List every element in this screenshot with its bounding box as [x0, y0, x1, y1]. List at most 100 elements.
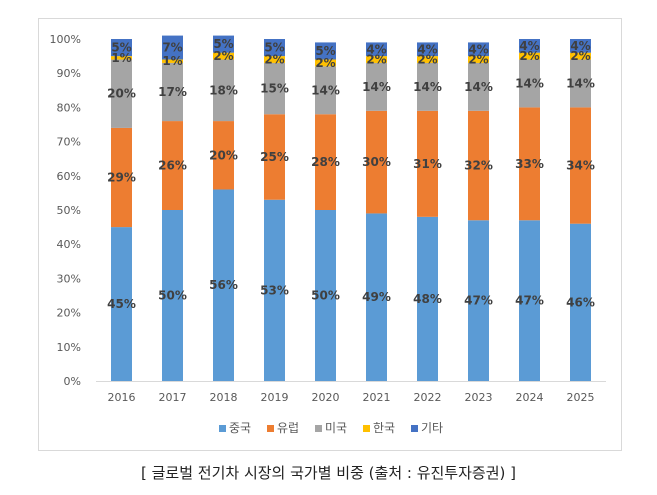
bar-segment-2020-0	[315, 210, 336, 381]
legend: 중국 유럽 미국 한국 기타	[219, 421, 443, 435]
bars	[111, 35, 591, 381]
data-label: 5%	[315, 44, 335, 58]
x-tick-label: 2019	[261, 391, 289, 404]
legend-label: 중국	[229, 421, 251, 435]
y-tick-label: 20%	[57, 307, 81, 320]
bar-segment-2021-2	[366, 62, 387, 111]
data-label: 14%	[464, 80, 493, 94]
data-label: 4%	[468, 42, 488, 56]
data-label: 4%	[417, 42, 437, 56]
bar-segment-2025-1	[570, 107, 591, 224]
y-tick-label: 10%	[57, 341, 81, 354]
bar-segment-2016-3	[111, 56, 132, 60]
y-tick-label: 60%	[57, 170, 81, 183]
data-label: 1%	[162, 54, 182, 68]
y-tick-label: 0%	[64, 375, 81, 388]
bar-segment-2024-4	[519, 39, 540, 53]
data-label: 5%	[213, 37, 233, 51]
data-label: 53%	[260, 283, 289, 297]
y-tick-label: 70%	[57, 136, 81, 149]
bar-segment-2021-1	[366, 110, 387, 214]
data-label: 7%	[162, 41, 182, 55]
y-tick-label: 80%	[57, 101, 81, 114]
y-axis: 0% 10% 20% 30% 40% 50% 60% 70% 80% 90% 100%	[50, 33, 81, 388]
data-label: 50%	[311, 289, 340, 303]
bar-segment-2022-3	[417, 56, 438, 63]
data-label: 14%	[311, 83, 340, 97]
data-label: 4%	[519, 39, 539, 53]
bar-segment-2022-1	[417, 110, 438, 217]
bar-segment-2024-0	[519, 220, 540, 381]
x-axis: 2016 2017 2018 2019 2020 2021 2022 2023 2024 2025	[96, 381, 606, 404]
data-label: 5%	[264, 41, 284, 55]
data-labels: 45%29%20%1%5%50%26%17%1%7%56%20%18%2%5%5…	[107, 37, 595, 311]
bar-segment-2021-3	[366, 56, 387, 63]
bar-segment-2024-2	[519, 59, 540, 108]
data-label: 2%	[468, 53, 488, 67]
x-tick-label: 2023	[465, 391, 493, 404]
bar-segment-2017-4	[162, 35, 183, 60]
data-label: 56%	[209, 278, 238, 292]
data-label: 14%	[566, 76, 595, 90]
bar-segment-2020-4	[315, 42, 336, 60]
bar-segment-2025-2	[570, 59, 591, 108]
bar-segment-2019-4	[264, 39, 285, 57]
data-label: 2%	[366, 53, 386, 67]
legend-label: 유럽	[277, 421, 299, 435]
figure-caption: [ 글로벌 전기차 시장의 국가별 비중 (출처 : 유진투자증권) ]	[141, 464, 516, 482]
bar-segment-2022-2	[417, 62, 438, 111]
data-label: 28%	[311, 155, 340, 169]
data-label: 14%	[515, 76, 544, 90]
bar-segment-2016-4	[111, 39, 132, 57]
data-label: 34%	[566, 159, 595, 173]
x-tick-label: 2020	[312, 391, 340, 404]
bar-segment-2024-3	[519, 52, 540, 60]
x-tick-label: 2024	[516, 391, 544, 404]
data-label: 2%	[213, 49, 233, 63]
y-tick-label: 90%	[57, 67, 81, 80]
data-label: 2%	[570, 49, 590, 63]
data-label: 31%	[413, 157, 442, 171]
legend-swatch-0	[219, 425, 226, 432]
bar-segment-2019-1	[264, 114, 285, 200]
bar-segment-2017-2	[162, 62, 183, 122]
y-tick-label: 50%	[57, 204, 81, 217]
legend-swatch-4	[411, 425, 418, 432]
data-label: 14%	[413, 80, 442, 94]
bar-segment-2018-1	[213, 121, 234, 190]
x-tick-label: 2018	[210, 391, 238, 404]
x-tick-label: 2016	[108, 391, 136, 404]
data-label: 50%	[158, 289, 187, 303]
data-label: 15%	[260, 82, 289, 96]
data-label: 49%	[362, 290, 391, 304]
data-label: 20%	[209, 148, 238, 162]
bar-segment-2020-2	[315, 66, 336, 115]
data-label: 4%	[366, 42, 386, 56]
data-label: 32%	[464, 159, 493, 173]
data-label: 5%	[111, 41, 131, 55]
bar-segment-2018-3	[213, 52, 234, 60]
data-label: 30%	[362, 155, 391, 169]
bar-segment-2017-0	[162, 210, 183, 381]
bar-segment-2018-0	[213, 189, 234, 381]
data-label: 17%	[158, 85, 187, 99]
legend-swatch-1	[267, 425, 274, 432]
legend-label: 한국	[373, 421, 395, 435]
bar-segment-2022-0	[417, 216, 438, 381]
bar-segment-2021-0	[366, 213, 387, 381]
bar-segment-2016-0	[111, 227, 132, 381]
bar-segment-2019-0	[264, 199, 285, 381]
x-tick-label: 2025	[567, 391, 595, 404]
data-label: 2%	[264, 53, 284, 67]
bar-segment-2017-1	[162, 121, 183, 210]
bar-segment-2019-2	[264, 62, 285, 115]
bar-segment-2023-2	[468, 62, 489, 111]
bar-segment-2019-3	[264, 56, 285, 63]
data-label: 4%	[570, 39, 590, 53]
data-label: 47%	[515, 294, 544, 308]
bar-segment-2021-4	[366, 42, 387, 57]
bar-segment-2022-4	[417, 42, 438, 57]
x-tick-label: 2021	[363, 391, 391, 404]
bar-segment-2023-4	[468, 42, 489, 57]
data-label: 2%	[519, 49, 539, 63]
